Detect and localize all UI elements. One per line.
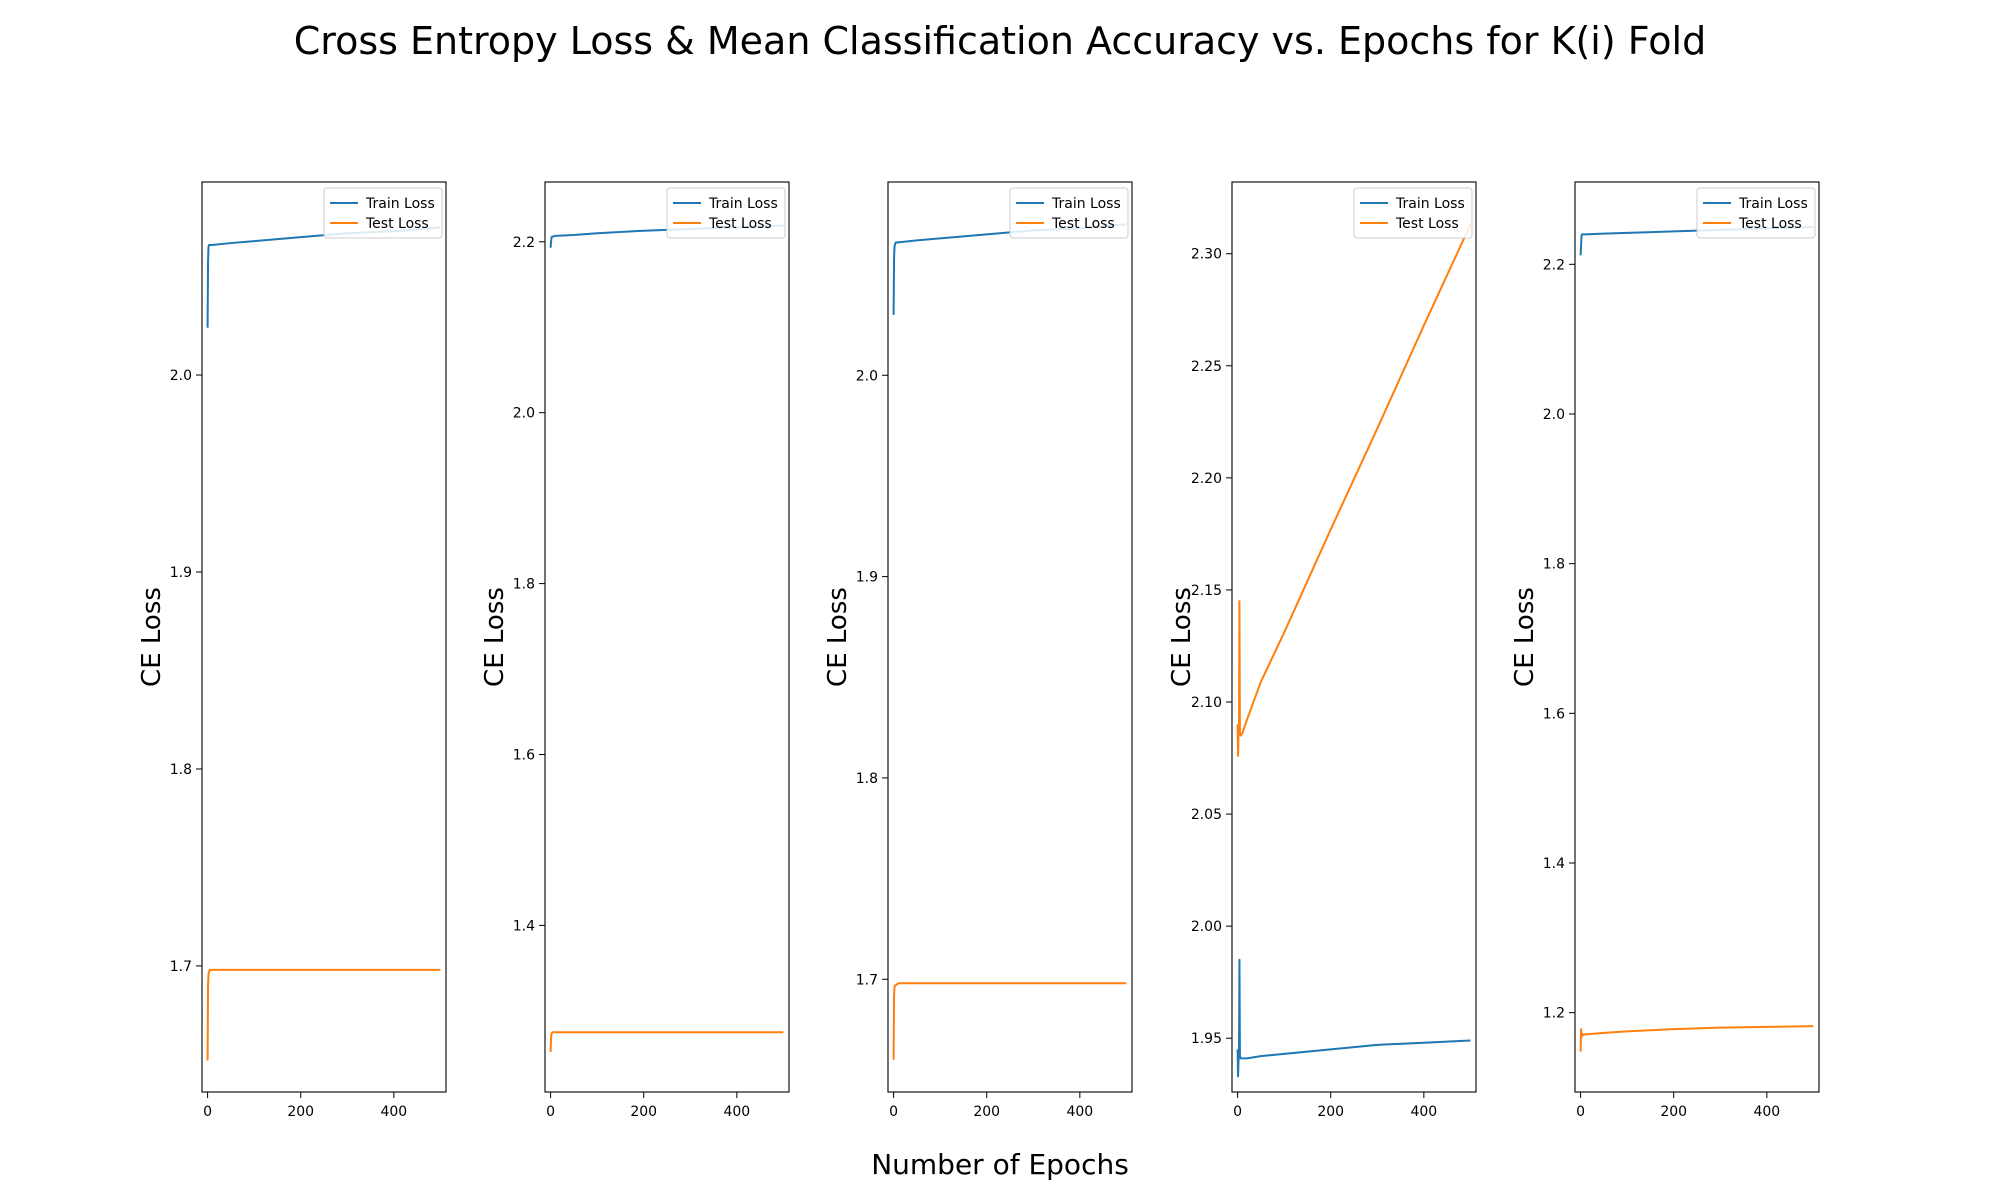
y-axis-label: CE Loss	[823, 587, 853, 687]
y-tick-label: 1.95	[1191, 1031, 1222, 1047]
y-tick-label: 2.15	[1191, 583, 1222, 599]
y-tick-label: 1.9	[170, 565, 192, 581]
x-tick-label: 400	[1753, 1104, 1780, 1120]
y-tick-label: 2.25	[1191, 359, 1222, 375]
y-tick-label: 1.4	[513, 918, 535, 934]
x-tick-label: 0	[1576, 1104, 1585, 1120]
y-tick-label: 1.9	[856, 570, 878, 586]
legend-box	[1009, 187, 1129, 239]
x-tick-label: 200	[973, 1104, 1000, 1120]
axes-frame	[1574, 181, 1820, 1093]
y-axis-label: CE Loss	[1510, 587, 1540, 687]
y-tick-label: 1.7	[170, 959, 192, 975]
x-tick-label: 400	[723, 1104, 750, 1120]
axes-frame	[201, 181, 447, 1093]
legend-label: Train Loss	[708, 196, 778, 212]
x-tick-label: 400	[1066, 1104, 1093, 1120]
axes-frame	[887, 181, 1133, 1093]
legend-label: Test Loss	[708, 216, 772, 232]
legend: Train Loss Test Loss	[323, 187, 443, 239]
subplot-4: 0 200 400 1.95 2.00 2.05 2.10 2.15 2.20 2.25 2.30 C…	[1167, 181, 1477, 1120]
legend-label: Test Loss	[365, 216, 429, 232]
legend: Train Loss Test Loss	[1353, 187, 1473, 239]
series-line-train-loss	[206, 226, 441, 328]
x-tick-label: 0	[546, 1104, 555, 1120]
x-tick-label: 0	[203, 1104, 212, 1120]
y-tick-label: 2.0	[1543, 407, 1565, 423]
x-tick-label: 0	[1233, 1104, 1242, 1120]
y-tick-label: 1.6	[1543, 706, 1565, 722]
legend-label: Train Loss	[365, 196, 435, 212]
legend: Train Loss Test Loss	[1009, 187, 1129, 239]
axes-frame	[544, 181, 790, 1093]
legend-label: Train Loss	[1051, 196, 1121, 212]
y-tick-label: 2.05	[1191, 807, 1222, 823]
x-tick-label: 200	[1660, 1104, 1687, 1120]
y-tick-label: 2.0	[170, 368, 192, 384]
x-tick-label: 200	[630, 1104, 657, 1120]
x-tick-label: 200	[287, 1104, 314, 1120]
figure-xlabel: Number of Epochs	[871, 1148, 1129, 1181]
legend-label: Train Loss	[1395, 196, 1465, 212]
subplot-3: 0 200 400 1.7 1.8 1.9 2.0 CE Loss Train Loss Test…	[823, 181, 1133, 1120]
y-tick-label: 2.2	[1543, 257, 1565, 273]
y-axis-label: CE Loss	[1167, 587, 1197, 687]
y-tick-label: 2.30	[1191, 247, 1222, 263]
legend: Train Loss Test Loss	[1696, 187, 1816, 239]
y-axis-label: CE Loss	[137, 587, 167, 687]
x-tick-label: 400	[1410, 1104, 1437, 1120]
legend-box	[1696, 187, 1816, 239]
legend-label: Test Loss	[1738, 216, 1802, 232]
legend-label: Test Loss	[1051, 216, 1115, 232]
y-tick-label: 1.8	[1543, 557, 1565, 573]
y-tick-label: 2.20	[1191, 471, 1222, 487]
y-tick-label: 1.6	[513, 747, 535, 763]
y-axis-label: CE Loss	[480, 587, 510, 687]
subplot-1: 0 200 400 1.7 1.8 1.9 2.0 CE Loss Train Loss Test…	[137, 181, 447, 1120]
series-line-test-loss	[1579, 1025, 1814, 1052]
series-line-train-loss	[1236, 958, 1471, 1078]
legend-label: Test Loss	[1395, 216, 1459, 232]
series-line-test-loss	[549, 1031, 784, 1052]
y-tick-label: 2.00	[1191, 919, 1222, 935]
y-tick-label: 1.8	[513, 577, 535, 593]
subplot-5: 0 200 400 1.2 1.4 1.6 1.8 2.0 2.2 CE Loss Train Lo…	[1510, 181, 1820, 1120]
axes-frame	[1231, 181, 1477, 1093]
y-tick-label: 2.2	[513, 235, 535, 251]
series-line-test-loss	[1236, 224, 1472, 757]
y-tick-label: 2.0	[856, 368, 878, 384]
series-line-test-loss	[892, 982, 1127, 1060]
legend-label: Train Loss	[1738, 196, 1808, 212]
y-tick-label: 2.0	[513, 406, 535, 422]
figure-title: Cross Entropy Loss & Mean Classification…	[294, 19, 1706, 63]
y-tick-label: 2.10	[1191, 695, 1222, 711]
legend-box	[1353, 187, 1473, 239]
y-tick-label: 1.8	[170, 762, 192, 778]
y-tick-label: 1.8	[856, 771, 878, 787]
legend-box	[323, 187, 443, 239]
series-line-test-loss	[206, 968, 441, 1061]
legend-box	[666, 187, 786, 239]
x-tick-label: 400	[380, 1104, 407, 1120]
y-tick-label: 1.7	[856, 972, 878, 988]
y-tick-label: 1.2	[1543, 1006, 1565, 1022]
x-tick-label: 200	[1317, 1104, 1344, 1120]
legend: Train Loss Test Loss	[666, 187, 786, 239]
x-tick-label: 0	[889, 1104, 898, 1120]
y-tick-label: 1.4	[1543, 856, 1565, 872]
subplots-group: 0 200 400 1.7 1.8 1.9 2.0 CE Loss Train Loss Test…	[137, 181, 1820, 1120]
